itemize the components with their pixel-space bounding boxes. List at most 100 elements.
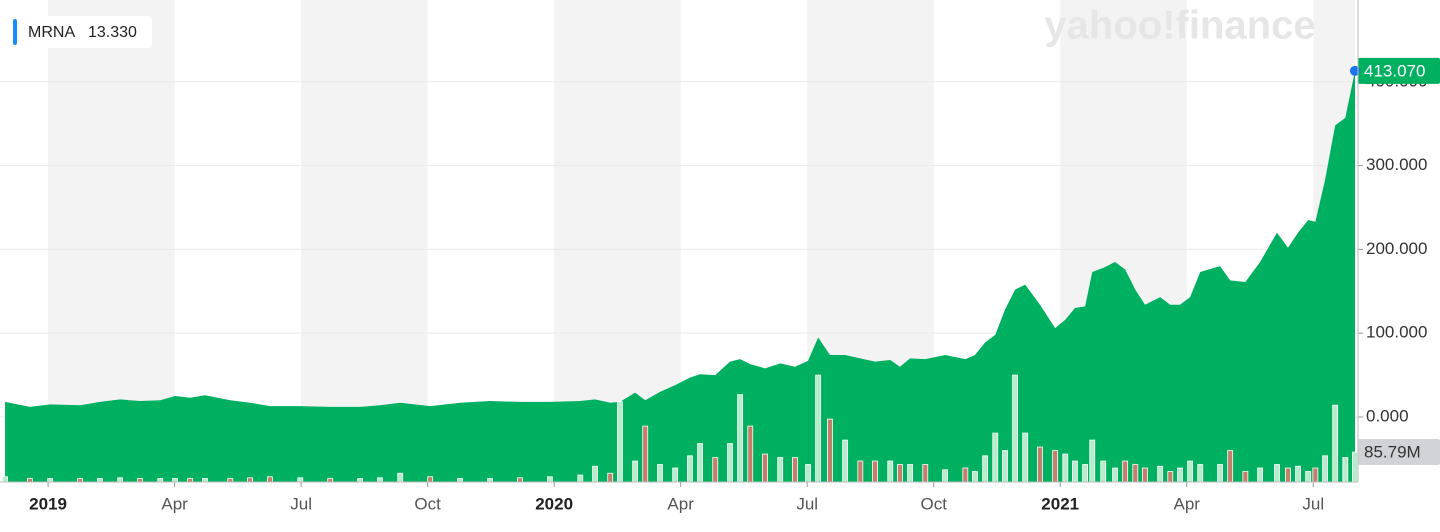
volume-bar [517, 477, 523, 483]
volume-bar [297, 477, 304, 483]
y-tick-label: 100.000 [1366, 323, 1427, 342]
volume-bar [1022, 432, 1029, 483]
volume-bar [777, 457, 784, 483]
price-label-box [1358, 57, 1440, 84]
legend: MRNA 13.330 [12, 16, 152, 48]
volume-bar [747, 425, 754, 483]
volume-bar [117, 477, 124, 483]
volume-bar [805, 464, 811, 483]
volume-bar [887, 460, 894, 483]
volume-bar [762, 453, 768, 483]
volume-bar [1227, 450, 1234, 483]
volume-bar [737, 394, 744, 483]
volume-bar [1332, 404, 1339, 483]
y-tick-label: 0.000 [1366, 406, 1409, 425]
quarter-band [301, 0, 428, 482]
volume-bar [827, 418, 833, 483]
volume-bar [172, 478, 178, 483]
volume-bar [815, 374, 822, 483]
volume-bar [397, 472, 404, 483]
volume-bar [672, 467, 679, 483]
volume-bar [1062, 453, 1069, 483]
volume-bar [267, 476, 273, 483]
volume-bar [1012, 374, 1018, 483]
volume-bar [357, 478, 364, 483]
volume-bar [1217, 464, 1223, 483]
volume-bar [1187, 460, 1194, 483]
volume-bar [592, 465, 598, 483]
volume-bar [27, 478, 33, 483]
y-tick-label: 200.000 [1366, 239, 1427, 258]
volume-bar [1197, 464, 1204, 483]
volume-bar [2, 476, 8, 483]
volume-bar [1132, 464, 1139, 483]
volume-bar [642, 425, 649, 483]
x-tick-label: 2019 [29, 494, 67, 513]
volume-bar [1285, 467, 1291, 483]
volume-bar [792, 457, 798, 483]
volume-bar [842, 439, 849, 483]
x-tick-label: Apr [667, 494, 694, 513]
volume-bar [1072, 460, 1078, 483]
volume-bar [1274, 464, 1280, 483]
volume-bar [1002, 450, 1008, 483]
legend-name: MRNA [28, 24, 75, 41]
volume-bar [247, 477, 253, 483]
volume-label-box [1358, 439, 1440, 466]
volume-bar [697, 443, 703, 483]
marks [2, 70, 1358, 483]
volume-bar [1157, 465, 1164, 483]
volume-bar [1052, 450, 1059, 483]
volume-bar [1305, 471, 1312, 483]
x-tick-label: Apr [1173, 494, 1200, 513]
legend-swatch [13, 19, 17, 45]
volume-bar [942, 469, 948, 483]
volume-bar [547, 476, 553, 483]
volume-bar [632, 460, 639, 483]
volume-bar [617, 401, 623, 483]
volume-bar [1312, 467, 1319, 483]
volume-label: 85.79M [1364, 443, 1421, 462]
volume-bar [857, 460, 864, 483]
volume-bar [1082, 464, 1088, 483]
volume-bar [1177, 467, 1183, 483]
volume-bar [1257, 467, 1264, 483]
x-tick-label: Oct [414, 494, 441, 513]
x-tick-label: Oct [920, 494, 947, 513]
x-tick-label: Apr [161, 494, 188, 513]
y-tick-label: 300.000 [1366, 155, 1427, 174]
volume-bar [157, 478, 164, 483]
volume-bar [922, 464, 929, 483]
volume-bar [1089, 439, 1096, 483]
volume-bar [1112, 467, 1118, 483]
volume-bar [327, 478, 334, 483]
volume-bar [1322, 455, 1328, 483]
volume-bar [457, 478, 464, 483]
volume-bar [972, 471, 978, 483]
volume-bar [137, 478, 143, 483]
volume-bar [377, 477, 383, 483]
x-tick-label: Jul [796, 494, 818, 513]
volume-bar [687, 455, 693, 483]
price-label: 413.070 [1364, 61, 1425, 80]
volume-bar [577, 474, 584, 483]
volume-bar [1100, 460, 1107, 483]
volume-bar [1037, 446, 1043, 483]
volume-bar [962, 467, 969, 483]
x-tick-label: Jul [290, 494, 312, 513]
legend-value: 13.330 [88, 24, 137, 41]
volume-bar [897, 464, 903, 483]
volume-bar [607, 472, 614, 483]
volume-bar [1342, 457, 1349, 483]
volume-bar [77, 478, 84, 483]
volume-bar [872, 460, 878, 483]
volume-bar [202, 478, 208, 483]
volume-bar [427, 476, 434, 483]
volume-bar [727, 443, 733, 483]
volume-bar [47, 478, 54, 483]
x-tick-label: 2020 [535, 494, 573, 513]
volume-bar [907, 464, 913, 483]
volume-bar [1352, 451, 1358, 483]
volume-bar [487, 478, 493, 483]
